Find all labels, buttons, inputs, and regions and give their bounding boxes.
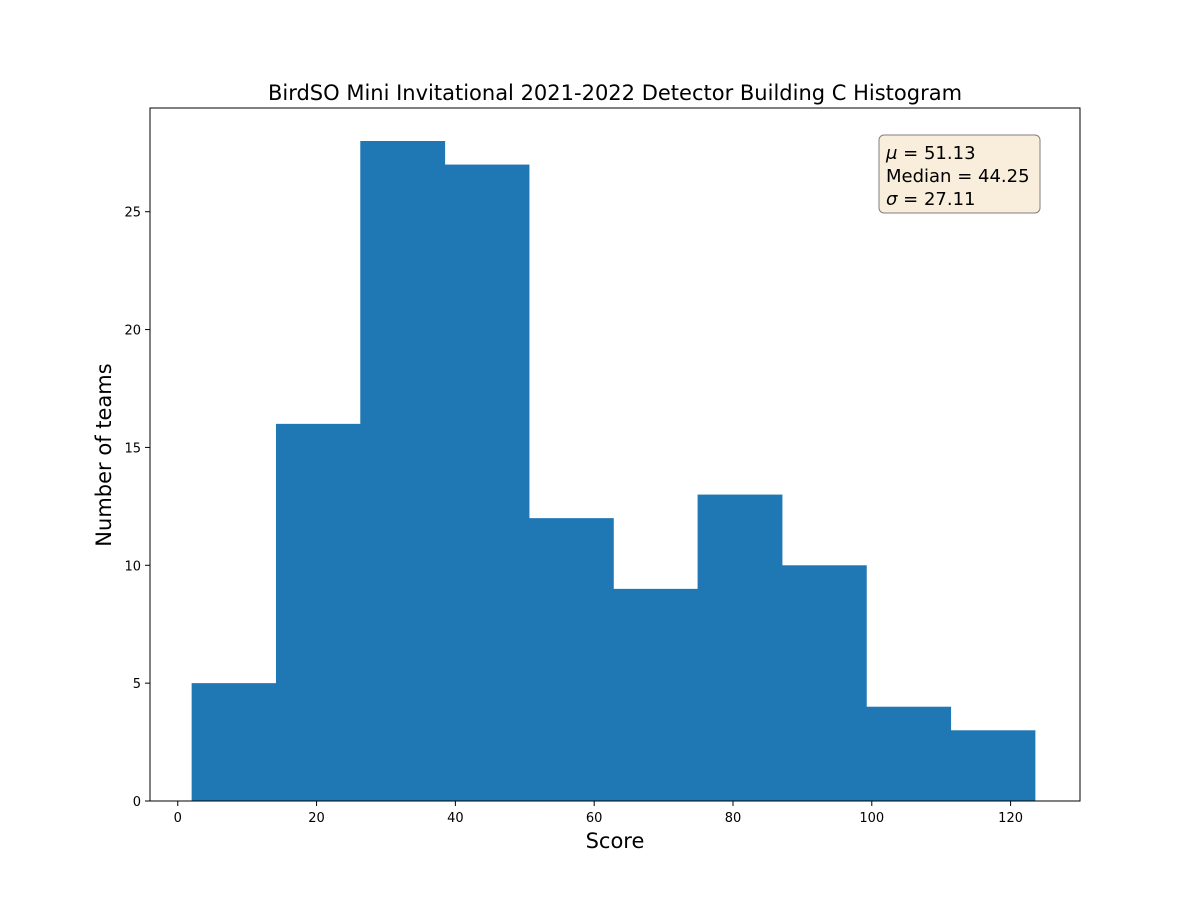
stats-equals: = — [897, 189, 924, 210]
stats-median-value: 44.25 — [978, 166, 1030, 187]
histogram-bar — [866, 706, 952, 801]
x-axis-label: Score — [586, 829, 645, 853]
y-axis-ticks: 0 5 10 15 20 25 — [124, 206, 150, 810]
plot-area-frame — [149, 107, 1081, 802]
stats-median-label: Median — [886, 166, 951, 187]
histogram-bar — [191, 683, 277, 801]
histogram-bar — [697, 494, 783, 801]
x-tick-label: 80 — [725, 811, 742, 826]
stats-std: σ = 27.11 — [886, 189, 975, 210]
y-tick-label: 25 — [124, 206, 141, 221]
histogram-bar — [275, 423, 361, 801]
y-tick-label: 15 — [124, 441, 141, 456]
chart-title: BirdSO Mini Invitational 2021-2022 Detec… — [268, 81, 962, 105]
y-tick-label: 0 — [133, 795, 141, 810]
histogram-bar — [444, 164, 530, 802]
y-tick-label: 10 — [124, 559, 141, 574]
stats-sigma-symbol: σ — [886, 189, 898, 210]
stats-box-background — [878, 134, 1041, 214]
histogram-bar — [528, 518, 614, 801]
x-tick-label: 0 — [174, 811, 182, 826]
histogram-bar — [781, 565, 867, 801]
stats-mu-value: 51.13 — [924, 143, 976, 164]
stats-box: μ = 51.13 Median = 44.25 σ = 27.11 — [878, 134, 1041, 214]
y-axis-label: Number of teams — [92, 363, 116, 546]
x-tick-label: 20 — [308, 811, 325, 826]
bars-group — [191, 141, 1036, 802]
x-tick-label: 100 — [859, 811, 884, 826]
stats-sigma-value: 27.11 — [924, 189, 976, 210]
y-tick-label: 5 — [133, 677, 141, 692]
x-tick-label: 60 — [586, 811, 603, 826]
y-tick-label: 20 — [124, 324, 141, 339]
histogram-bar — [360, 141, 446, 801]
stats-mu-symbol: μ — [885, 143, 897, 164]
x-tick-label: 120 — [998, 811, 1023, 826]
x-tick-label: 40 — [447, 811, 464, 826]
stats-median: Median = 44.25 — [886, 166, 1030, 187]
histogram-bar — [613, 588, 699, 801]
stats-mean: μ = 51.13 — [885, 143, 976, 164]
x-axis-ticks: 0 20 40 60 80 100 120 — [174, 801, 1023, 826]
histogram-bar — [950, 730, 1036, 801]
stats-equals: = — [951, 166, 978, 187]
stats-equals: = — [897, 143, 924, 164]
